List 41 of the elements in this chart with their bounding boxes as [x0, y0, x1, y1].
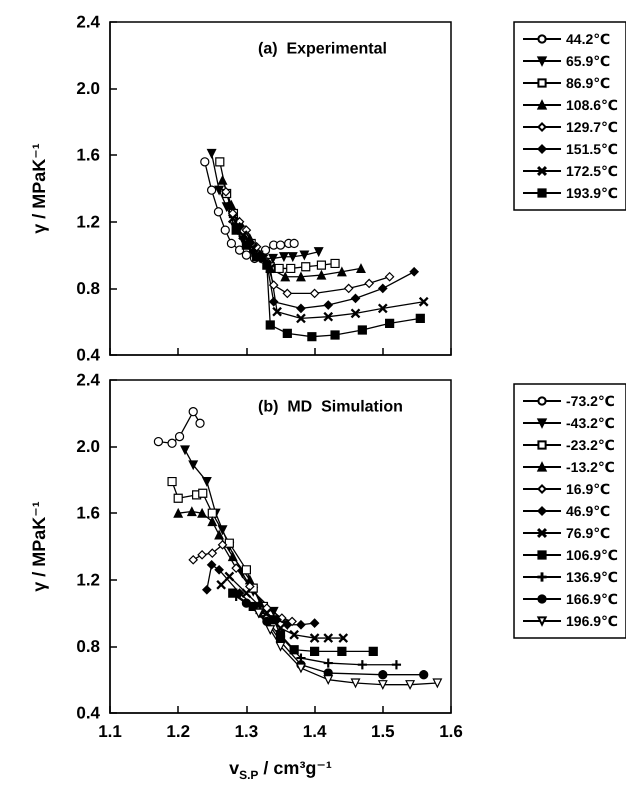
y-tick-label: 2.4: [76, 12, 101, 32]
x-tick-label: 1.3: [234, 722, 258, 741]
legend-label: 196.9℃: [566, 613, 618, 629]
legend-label: 65.9℃: [566, 53, 610, 69]
legend-label: 16.9℃: [566, 481, 610, 497]
legend-label: 151.5℃: [566, 141, 618, 157]
x-tick-label: 1.1: [98, 722, 122, 741]
legend-label: 193.9℃: [566, 185, 618, 201]
legend-label: -23.2℃: [566, 437, 615, 453]
x-tick-label: 1.6: [439, 722, 463, 741]
y-tick-label: 0.8: [76, 278, 100, 298]
legend-label: 106.9℃: [566, 547, 618, 563]
x-tick-label: 1.4: [302, 722, 327, 741]
legend-label: 86.9℃: [566, 75, 610, 91]
legend-label: 76.9℃: [566, 525, 610, 541]
y-tick-label: 2.4: [76, 370, 101, 390]
text: (a) Experimental: [258, 40, 387, 58]
y-tick-label: 1.2: [76, 212, 100, 232]
legend-label: 136.9℃: [566, 569, 618, 585]
legend-label: -13.2℃: [566, 459, 615, 475]
y-tick-label: 1.6: [76, 146, 100, 165]
y-axis-title: γ / MPaK⁻¹: [29, 501, 49, 592]
y-tick-label: 1.6: [76, 504, 100, 523]
legend-label: 44.2℃: [566, 31, 610, 47]
x-tick-label: 1.2: [166, 722, 190, 741]
text: (b) MD Simulation: [258, 398, 403, 416]
x-tick-label: 1.5: [370, 722, 395, 741]
legend-label: 108.6℃: [566, 97, 618, 113]
legend-label: -73.2℃: [566, 393, 615, 409]
y-tick-label: 0.8: [76, 636, 100, 656]
legend-label: 172.5℃: [566, 163, 618, 179]
legend-label: 46.9℃: [566, 503, 610, 519]
y-axis-title: γ / MPaK⁻¹: [29, 143, 49, 234]
legend-label: 166.9℃: [566, 591, 618, 607]
y-tick-label: 1.2: [76, 570, 100, 590]
y-tick-label: 0.4: [76, 346, 101, 364]
legend-label: 129.7℃: [566, 119, 618, 135]
y-tick-label: 2.0: [76, 79, 100, 98]
y-tick-label: 2.0: [76, 437, 100, 456]
y-tick-label: 0.4: [76, 704, 101, 722]
legend-label: -43.2℃: [566, 415, 615, 431]
